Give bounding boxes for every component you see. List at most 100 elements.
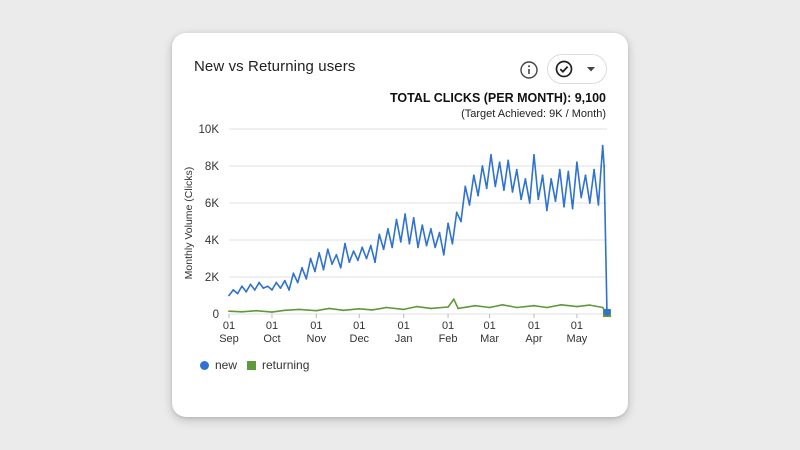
x-tick-day: 01 bbox=[483, 320, 495, 332]
x-tick-day: 01 bbox=[353, 320, 365, 332]
data-point-new bbox=[563, 205, 565, 208]
x-tick-month: Feb bbox=[439, 333, 458, 345]
data-point-new bbox=[339, 266, 342, 269]
caret-down-icon bbox=[587, 67, 595, 72]
y-tick-label: 2K bbox=[205, 272, 219, 284]
data-point-new bbox=[240, 285, 243, 288]
data-point-new bbox=[314, 270, 316, 273]
data-point-new bbox=[421, 224, 424, 227]
data-point-new bbox=[275, 281, 278, 284]
data-point-new bbox=[271, 289, 273, 291]
data-point-new bbox=[485, 187, 488, 190]
data-point-new bbox=[395, 218, 398, 221]
check-circle-icon bbox=[555, 60, 573, 78]
data-point-new bbox=[266, 285, 269, 288]
legend-label-new: new bbox=[215, 358, 238, 372]
data-point-new bbox=[356, 259, 359, 262]
data-point-new bbox=[326, 248, 329, 251]
data-point-returning bbox=[601, 306, 604, 309]
data-point-new bbox=[387, 228, 389, 230]
data-point-new bbox=[541, 174, 544, 177]
data-point-new bbox=[228, 294, 230, 297]
series-line-returning bbox=[228, 298, 608, 315]
x-tick-month: Nov bbox=[307, 333, 327, 345]
data-point-new bbox=[301, 266, 303, 269]
data-point-returning bbox=[298, 308, 301, 311]
data-point-new bbox=[472, 174, 475, 177]
y-axis-ticks: 0 2K 4K 6K 8K 10K bbox=[199, 124, 220, 321]
data-point-new bbox=[528, 202, 531, 204]
chart-legend: new returning bbox=[200, 358, 319, 372]
data-point-new bbox=[434, 246, 437, 249]
x-axis-ticks: 01Sep01Oct01Nov01Dec01Jan01Feb01Mar01Apr… bbox=[219, 314, 588, 345]
data-point-returning bbox=[283, 309, 286, 312]
data-point-new bbox=[494, 185, 497, 188]
data-point-new bbox=[554, 200, 557, 203]
data-point-new bbox=[296, 281, 299, 284]
data-point-returning bbox=[429, 307, 432, 310]
data-point-returning bbox=[385, 306, 388, 309]
data-point-returning bbox=[452, 298, 455, 301]
data-point-new bbox=[567, 170, 570, 173]
x-tick-day: 01 bbox=[310, 320, 322, 332]
y-tick-label: 4K bbox=[205, 235, 219, 247]
data-point-new bbox=[603, 165, 606, 167]
data-point-new bbox=[253, 289, 256, 291]
data-point-returning bbox=[588, 304, 591, 307]
legend-label-returning: returning bbox=[262, 358, 310, 372]
legend-item-new[interactable]: new bbox=[200, 358, 237, 372]
data-point-new bbox=[331, 263, 333, 265]
data-point-returning bbox=[371, 309, 374, 311]
data-point-new bbox=[438, 231, 441, 234]
legend-item-returning[interactable]: returning bbox=[247, 358, 309, 372]
data-point-new bbox=[335, 253, 338, 256]
data-point-returning bbox=[447, 306, 449, 308]
data-point-new bbox=[550, 178, 553, 180]
widget-title: New vs Returning users bbox=[194, 58, 356, 75]
data-point-new bbox=[503, 189, 505, 191]
data-point-new bbox=[455, 211, 458, 214]
data-point-new bbox=[520, 198, 522, 201]
status-dropdown[interactable] bbox=[547, 54, 607, 84]
x-tick-day: 01 bbox=[398, 320, 410, 332]
x-tick-month: May bbox=[567, 333, 588, 345]
data-point-returning bbox=[402, 308, 405, 311]
data-point-new bbox=[451, 242, 454, 245]
data-point-new bbox=[348, 261, 351, 264]
x-tick-day: 01 bbox=[571, 320, 583, 332]
chart-grid bbox=[229, 128, 607, 315]
data-point-returning bbox=[474, 304, 477, 307]
info-icon[interactable] bbox=[518, 59, 540, 81]
data-point-new bbox=[374, 261, 376, 264]
data-point-new bbox=[344, 242, 346, 245]
data-point-new bbox=[365, 257, 368, 260]
data-point-returning bbox=[415, 305, 418, 308]
data-point-new bbox=[318, 252, 321, 254]
data-point-new bbox=[378, 233, 381, 236]
widget-card: New vs Returning users TOTAL CLICKS (PER… bbox=[172, 33, 628, 417]
x-tick-day: 01 bbox=[442, 320, 454, 332]
data-point-returning bbox=[533, 304, 535, 307]
data-point-returning bbox=[342, 309, 345, 312]
data-point-new bbox=[593, 168, 596, 171]
data-point-new bbox=[558, 168, 561, 171]
x-tick-month: Jan bbox=[395, 333, 413, 345]
data-point-returning bbox=[515, 306, 518, 309]
data-point-returning bbox=[457, 307, 459, 310]
x-tick-month: Apr bbox=[525, 333, 542, 345]
data-point-new bbox=[369, 244, 372, 247]
end-marker-new bbox=[603, 308, 611, 316]
data-point-new bbox=[515, 168, 518, 171]
data-point-new bbox=[580, 196, 583, 199]
data-point-new bbox=[524, 178, 527, 180]
data-point-new bbox=[588, 202, 591, 204]
y-tick-label: 10K bbox=[199, 124, 220, 136]
x-tick-month: Sep bbox=[219, 333, 239, 345]
data-point-new bbox=[412, 216, 415, 219]
data-point-new bbox=[442, 253, 445, 256]
data-point-returning bbox=[328, 307, 331, 310]
data-point-new bbox=[258, 281, 260, 284]
data-point-new bbox=[292, 272, 295, 275]
data-point-new bbox=[597, 203, 600, 206]
